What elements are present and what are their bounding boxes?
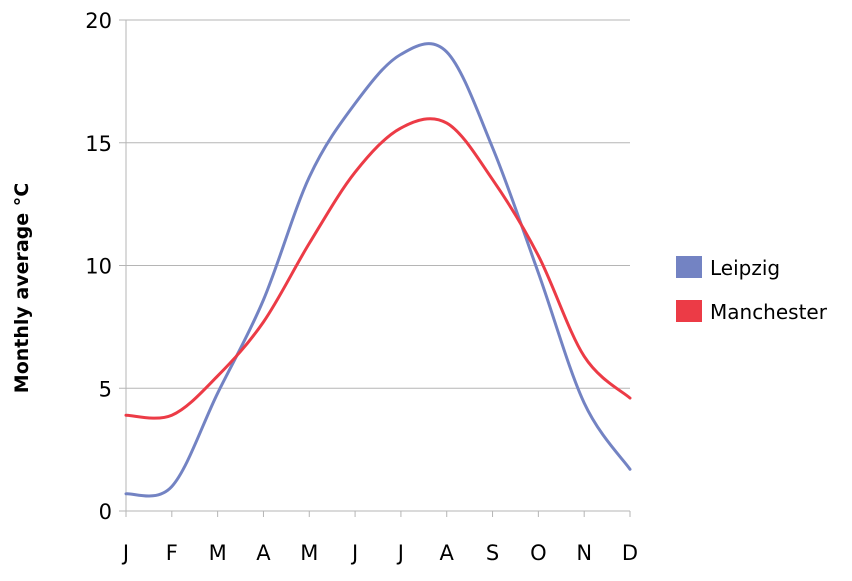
gridlines: [126, 19, 630, 389]
x-tick-label: J: [396, 541, 404, 565]
y-tick-label: 5: [99, 377, 112, 401]
x-tick-label: M: [300, 541, 318, 565]
legend: Leipzig Manchester: [676, 256, 828, 324]
x-tick-label: O: [530, 541, 547, 565]
legend-label-leipzig: Leipzig: [710, 256, 780, 280]
x-tick-label: J: [350, 541, 358, 565]
x-tick-label: M: [209, 541, 227, 565]
y-tick-label: 10: [85, 255, 112, 279]
y-tick-label: 15: [85, 132, 112, 156]
series-line-leipzig: [124, 42, 632, 498]
legend-swatch-manchester: [676, 300, 702, 322]
x-tick-label: D: [622, 541, 638, 565]
x-tick-label: A: [256, 541, 271, 565]
y-tick-labels: 0 5 10 15 20: [85, 9, 112, 524]
series-line-manchester: [124, 117, 632, 420]
y-tick-label: 0: [99, 500, 112, 524]
x-tick-label: J: [121, 541, 129, 565]
x-tick-label: N: [576, 541, 592, 565]
axes: [119, 19, 631, 517]
x-tick-label: F: [166, 541, 178, 565]
y-tick-label: 20: [85, 9, 112, 33]
x-tick-label: A: [440, 541, 455, 565]
legend-swatch-leipzig: [676, 256, 702, 278]
legend-label-manchester: Manchester: [710, 300, 828, 324]
x-tick-label: S: [486, 541, 499, 565]
series-lines: [124, 42, 632, 498]
y-axis-title: Monthly average °C: [11, 183, 33, 393]
